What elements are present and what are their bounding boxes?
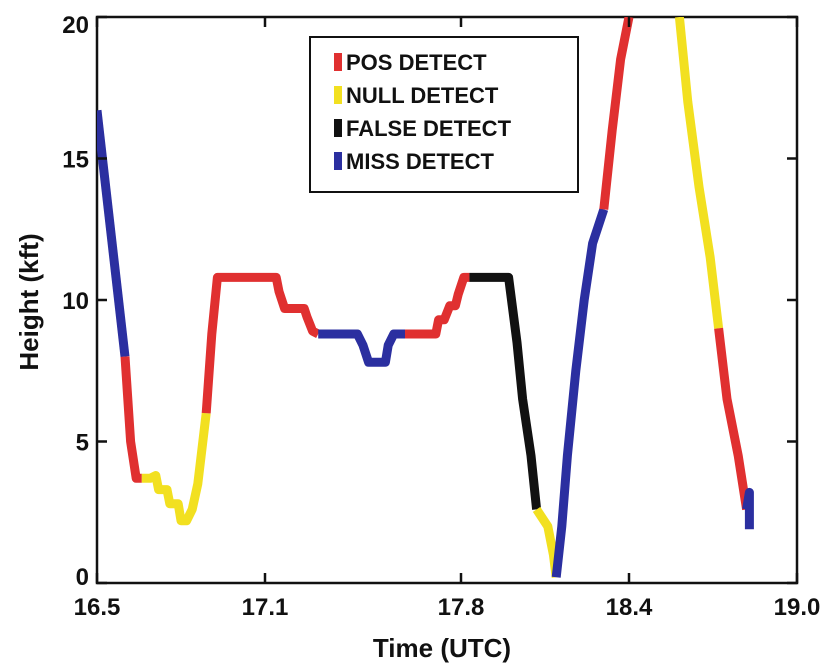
series-segment-null-detect	[674, 17, 724, 329]
series-segment-pos-detect	[599, 17, 634, 210]
data-series	[97, 17, 754, 578]
x-tick-label: 18.4	[606, 594, 653, 621]
legend-label: POS DETECT	[346, 50, 487, 75]
y-tick-label: 5	[76, 430, 89, 457]
series-segment-miss-detect	[97, 109, 130, 358]
x-tick-label: 19.0	[774, 594, 821, 621]
legend-swatch	[334, 119, 342, 137]
legend-box	[309, 36, 579, 193]
series-segment-miss-detect	[318, 329, 405, 367]
legend-label: MISS DETECT	[346, 149, 494, 174]
y-tick-label: 20	[62, 12, 89, 39]
y-tick-label: 0	[76, 564, 89, 591]
series-segment-miss-detect	[742, 487, 754, 530]
x-axis-title: Time (UTC)	[373, 633, 511, 663]
series-segment-pos-detect	[714, 327, 752, 511]
legend: POS DETECT NULL DETECT FALSE DETECT MISS DE…	[309, 36, 579, 193]
x-tick-label: 17.1	[242, 594, 289, 621]
y-tick-label: 10	[62, 288, 89, 315]
legend-swatch	[334, 86, 342, 104]
series-segment-pos-detect	[120, 356, 142, 483]
legend-swatch	[334, 53, 342, 71]
series-segment-pos-detect	[405, 272, 470, 339]
legend-label: NULL DETECT	[346, 83, 499, 108]
series-segment-null-detect	[141, 412, 211, 526]
y-axis-title: Height (kft)	[14, 233, 44, 370]
x-tick-label: 17.8	[438, 594, 485, 621]
series-segment-false-detect	[469, 272, 542, 510]
series-segment-pos-detect	[201, 272, 321, 414]
legend-label: FALSE DETECT	[346, 116, 512, 141]
axis-ticks	[95, 15, 799, 585]
x-tick-label: 16.5	[74, 594, 121, 621]
axis-tick-labels: 16.5 17.1 17.8 18.4 19.0 0 5 10 15 20	[62, 12, 820, 621]
y-tick-label: 15	[62, 147, 89, 174]
series-segment-miss-detect	[551, 207, 609, 578]
legend-swatch	[334, 152, 342, 170]
